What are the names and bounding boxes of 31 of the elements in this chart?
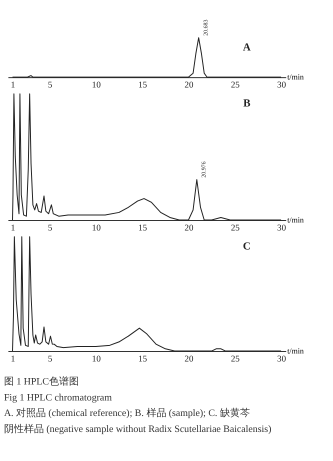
x-axis-title: t/min <box>287 215 304 224</box>
chart-title: B <box>243 98 250 110</box>
x-tick-label: 15 <box>138 353 148 364</box>
x-tick-label: 1 <box>10 222 16 232</box>
caption: 图 1 HPLC色谱图 <box>4 376 79 388</box>
caption: Fig 1 HPLC chromatogram <box>4 392 112 404</box>
chart-title: A <box>242 42 251 54</box>
x-tick-label: 20 <box>184 222 194 232</box>
x-tick-label: 5 <box>48 79 53 90</box>
x-tick-label: 10 <box>92 222 102 232</box>
text: A. 对照品 (chemical reference); B. 样品 (sample); C. 缺黄芩 <box>4 407 250 420</box>
x-tick-label: 1 <box>10 79 16 90</box>
x-axis-title: t/min <box>287 72 304 82</box>
x-tick-label: 30 <box>277 353 287 364</box>
x-tick-label: 30 <box>277 79 287 90</box>
x-tick-label: 25 <box>230 353 240 364</box>
x-axis-title: t/min <box>287 346 304 356</box>
x-tick-label: 1 <box>10 353 16 364</box>
x-tick-label: 30 <box>277 222 287 232</box>
x-tick-label: 5 <box>48 222 53 232</box>
x-tick-label: 15 <box>138 222 148 232</box>
x-tick-label: 20 <box>184 353 194 364</box>
x-tick-label: 15 <box>138 79 148 90</box>
x-tick-label: 10 <box>92 79 102 90</box>
x-tick-label: 25 <box>230 79 240 90</box>
x-tick-label: 5 <box>48 353 53 364</box>
x-tick-label: 10 <box>92 353 102 364</box>
text: 阴性样品 (negative sample without Radix Scutellariae Baicalensis) <box>4 422 272 435</box>
chart-title: C <box>242 240 251 253</box>
x-tick-label: 20 <box>184 79 194 90</box>
x-tick-label: 25 <box>230 222 240 232</box>
